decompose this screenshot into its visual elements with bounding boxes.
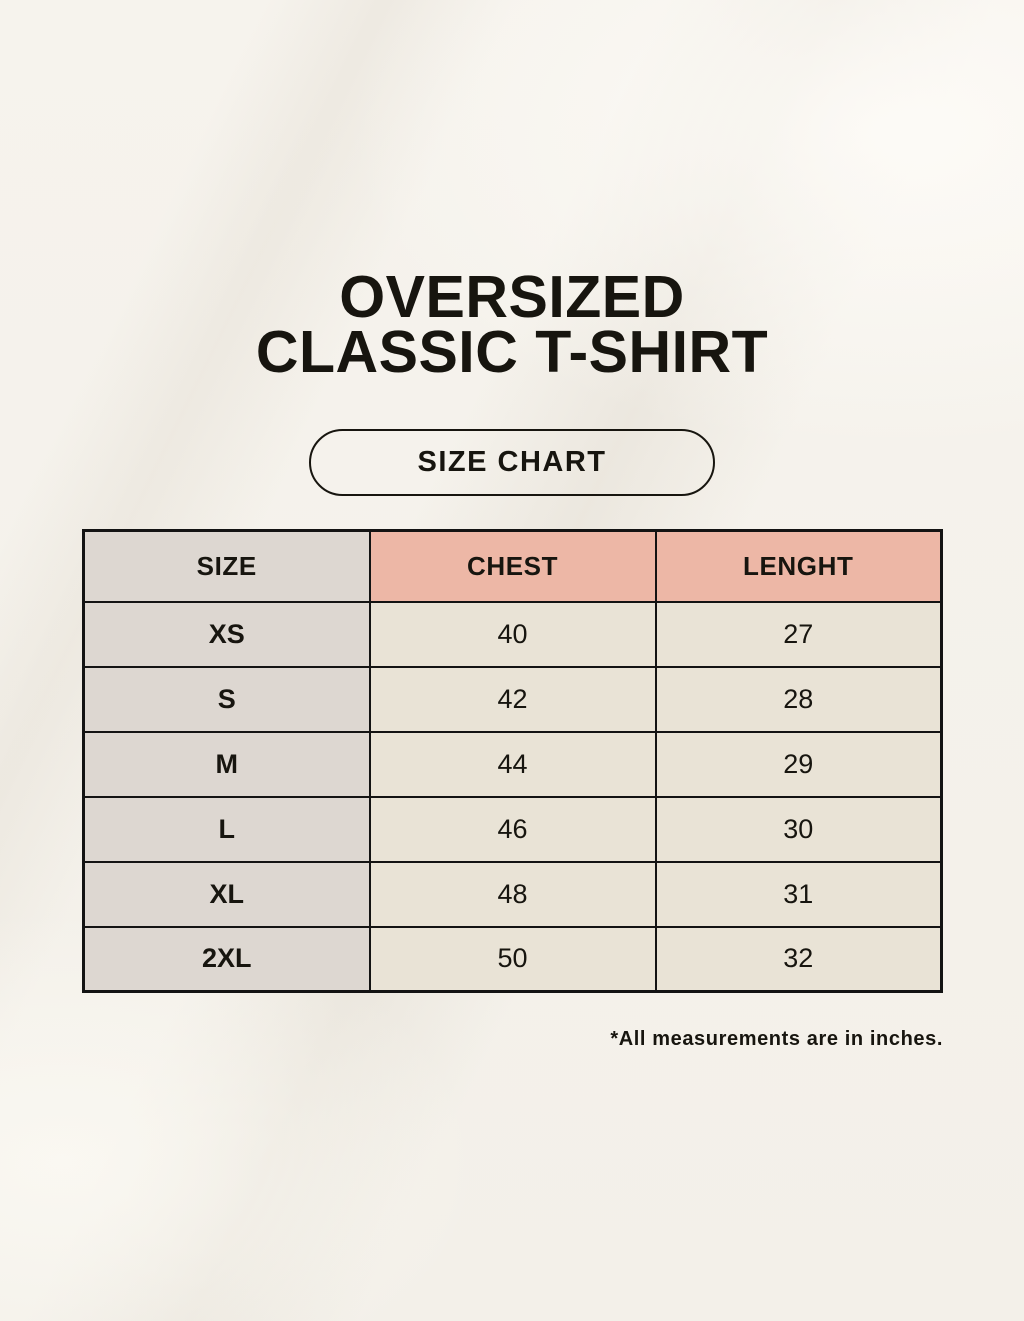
lenght-value: 27 [654,600,943,668]
column-header-lenght: LENGHT [654,529,943,603]
table-row: 2XL 50 32 [82,925,943,993]
page-title-line2: CLASSIC T-SHIRT [255,319,769,385]
lenght-value: 28 [654,665,943,733]
lenght-value: 30 [654,795,943,863]
size-chart-button-label: SIZE CHART [417,446,607,478]
page-title-line1: OVERSIZED [339,264,685,330]
size-label: 2XL [82,925,371,993]
size-label: XS [82,600,371,668]
table-header-row: SIZE CHEST LENGHT [82,529,943,603]
measurements-note: *All measurements are in inches. [610,1028,943,1050]
lenght-value: 32 [654,925,943,993]
chest-value: 48 [368,860,657,928]
chest-value: 46 [368,795,657,863]
table-row: S 42 28 [82,665,943,733]
size-label: XL [82,860,371,928]
lenght-value: 31 [654,860,943,928]
chest-value: 44 [368,730,657,798]
size-chart-button[interactable]: SIZE CHART [309,429,715,496]
table-row: M 44 29 [82,730,943,798]
size-label: L [82,795,371,863]
page-title: OVERSIZED CLASSIC T-SHIRT [0,264,1024,385]
size-label: S [82,665,371,733]
table-row: XS 40 27 [82,600,943,668]
chest-value: 42 [368,665,657,733]
table-row: XL 48 31 [82,860,943,928]
size-label: M [82,730,371,798]
column-header-size: SIZE [82,529,371,603]
lenght-value: 29 [654,730,943,798]
size-chart-table: SIZE CHEST LENGHT XS 40 27 S 42 28 M 44 … [82,529,943,993]
chest-value: 40 [368,600,657,668]
column-header-chest: CHEST [368,529,657,603]
table-row: L 46 30 [82,795,943,863]
chest-value: 50 [368,925,657,993]
